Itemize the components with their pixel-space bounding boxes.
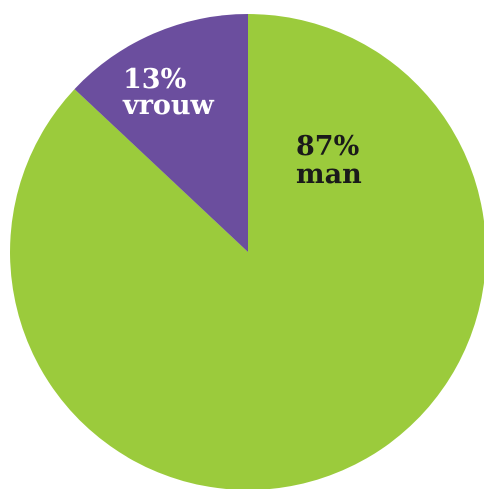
pie-slices bbox=[10, 14, 484, 489]
slice-category-man: man bbox=[296, 159, 362, 190]
slice-value-vrouw: 13% bbox=[123, 64, 186, 95]
pie-slice-man bbox=[10, 14, 484, 489]
slice-label-man: 87% man bbox=[296, 131, 369, 190]
slice-category-vrouw: vrouw bbox=[122, 90, 215, 121]
slice-value-man: 87% bbox=[296, 131, 359, 162]
pie-slice-vrouw bbox=[74, 14, 248, 252]
slice-label-vrouw: 13% vrouw bbox=[122, 64, 215, 121]
